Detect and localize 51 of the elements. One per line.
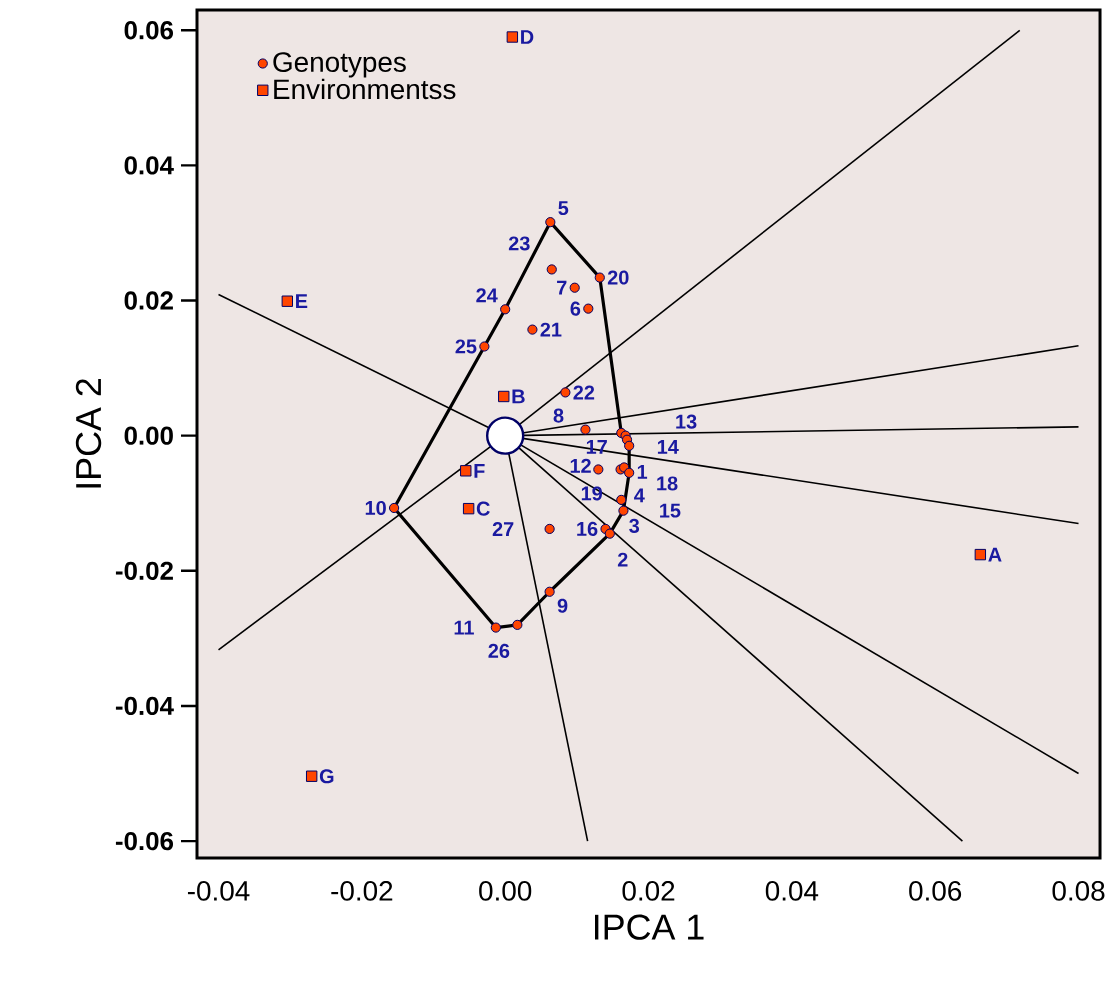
- y-tick-label: -0.06: [115, 831, 174, 851]
- y-tick-label: 0.02: [124, 291, 173, 310]
- annotation: E: [296, 294, 308, 309]
- annotation: 5: [558, 201, 569, 216]
- annotation: B: [512, 389, 525, 404]
- x-tick-label: 0.06: [909, 881, 962, 901]
- y-tick-label: -0.02: [115, 561, 173, 580]
- y-axis-title: IPCA 2: [75, 378, 102, 488]
- annotation: 2: [617, 552, 628, 567]
- legend-label: Environmentss: [274, 78, 456, 100]
- annotation: 7: [557, 280, 567, 295]
- x-tick-label: 0.00: [479, 881, 532, 901]
- annotation: 15: [660, 503, 681, 518]
- y-tick-label: 0.04: [124, 156, 174, 175]
- y-tick-label: -0.04: [115, 696, 174, 716]
- annotation: F: [474, 463, 485, 478]
- annotation: 10: [365, 500, 386, 516]
- annotation: 27: [492, 521, 514, 536]
- x-tick-label: 0.08: [1052, 881, 1105, 901]
- annotation: 4: [634, 488, 645, 503]
- annotation: 20: [607, 270, 629, 285]
- annotation: 6: [570, 301, 581, 316]
- annotation: 23: [508, 236, 530, 251]
- annotation: 16: [577, 521, 598, 536]
- y-tick-label: 0.00: [124, 426, 173, 445]
- annotation: 13: [676, 414, 697, 429]
- x-tick-label: -0.04: [187, 881, 250, 901]
- annotation: 1: [637, 464, 648, 479]
- annotation: G: [319, 769, 334, 784]
- annotation: 19: [581, 486, 603, 501]
- annotation: 26: [488, 643, 510, 658]
- annotation: 12: [570, 458, 591, 473]
- y-tick-label: 0.06: [124, 21, 174, 40]
- legend-label: Genotypes: [273, 52, 406, 78]
- annotation: 9: [557, 598, 568, 613]
- x-tick-label: -0.02: [331, 881, 393, 901]
- annotation: 24: [476, 288, 498, 303]
- annotation: 22: [573, 385, 595, 400]
- x-axis-title: IPCA 1: [595, 914, 704, 940]
- x-tick-label: 0.04: [765, 881, 819, 901]
- x-tick-label: 0.02: [622, 881, 675, 901]
- annotation: D: [521, 30, 534, 44]
- annotation: 8: [553, 408, 564, 423]
- annotation: 3: [629, 518, 640, 533]
- annotation: 18: [657, 476, 678, 491]
- annotation: 25: [455, 339, 477, 354]
- annotation: A: [988, 547, 1002, 562]
- annotation: 11: [454, 620, 474, 635]
- annotation: 14: [657, 440, 679, 454]
- annotation: 21: [540, 322, 562, 337]
- annotation: C: [476, 501, 490, 516]
